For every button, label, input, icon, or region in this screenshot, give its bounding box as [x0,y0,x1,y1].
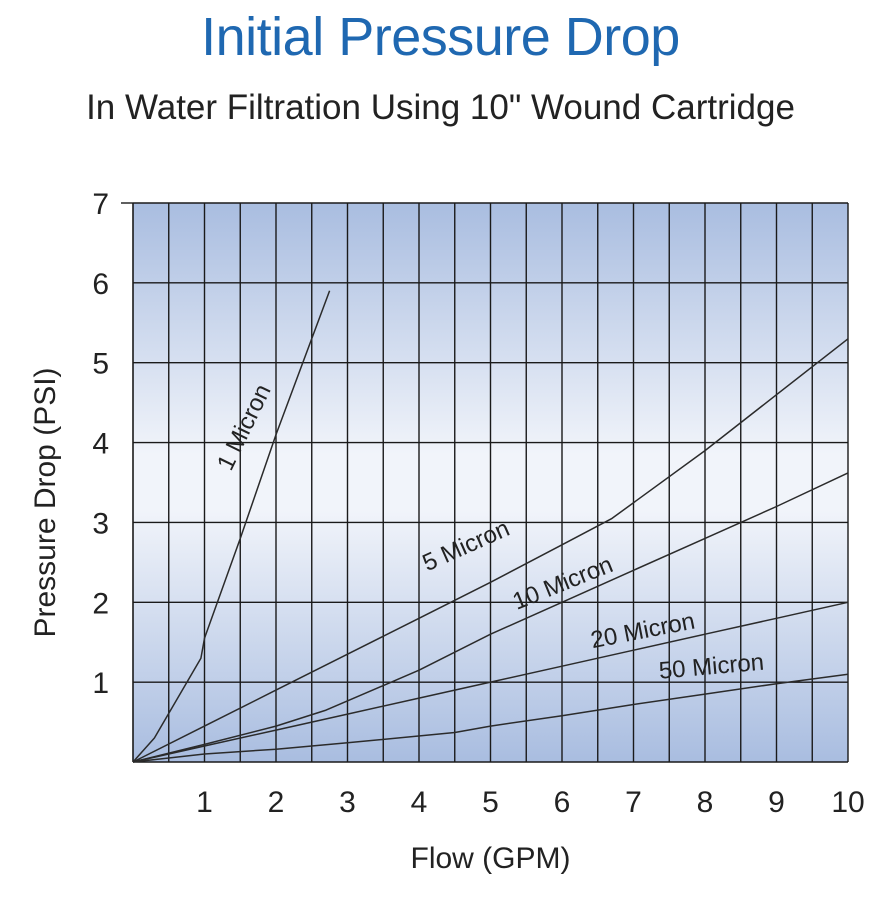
chart-subtitle: In Water Filtration Using 10" Wound Cart… [86,88,795,127]
series-line-50-micron [132,673,849,763]
x-tick-label: 10 [831,786,864,819]
x-axis-title: Flow (GPM) [411,842,571,875]
series-lines [132,290,849,763]
y-tick-label: 6 [92,268,109,301]
axes [121,202,849,763]
x-tick-label: 1 [196,786,213,819]
y-tick-label: 1 [92,667,109,700]
series-line-20-micron [132,601,849,763]
grid [133,203,848,762]
y-tick-label: 2 [92,587,109,620]
series-line-1-micron [132,290,331,763]
x-tick-label: 8 [697,786,714,819]
y-tick-label: 3 [92,507,109,540]
x-axis-ticks: 1 2 3 4 5 6 7 8 9 10 [196,786,865,819]
series-line-5-micron [132,338,849,763]
x-tick-label: 3 [339,786,356,819]
y-axis-title: Pressure Drop (PSI) [29,367,62,637]
x-tick-label: 9 [768,786,785,819]
x-tick-label: 7 [625,786,642,819]
y-axis-ticks: 1 2 3 4 5 6 7 [92,188,109,700]
y-tick-label: 4 [92,428,109,461]
x-tick-label: 6 [554,786,571,819]
chart-title: Initial Pressure Drop [201,7,680,67]
x-tick-label: 5 [482,786,499,819]
series-line-10-micron [132,472,849,763]
y-tick-label: 5 [92,348,109,381]
x-tick-label: 2 [268,786,285,819]
y-tick-label: 7 [92,188,109,221]
x-tick-label: 4 [411,786,428,819]
